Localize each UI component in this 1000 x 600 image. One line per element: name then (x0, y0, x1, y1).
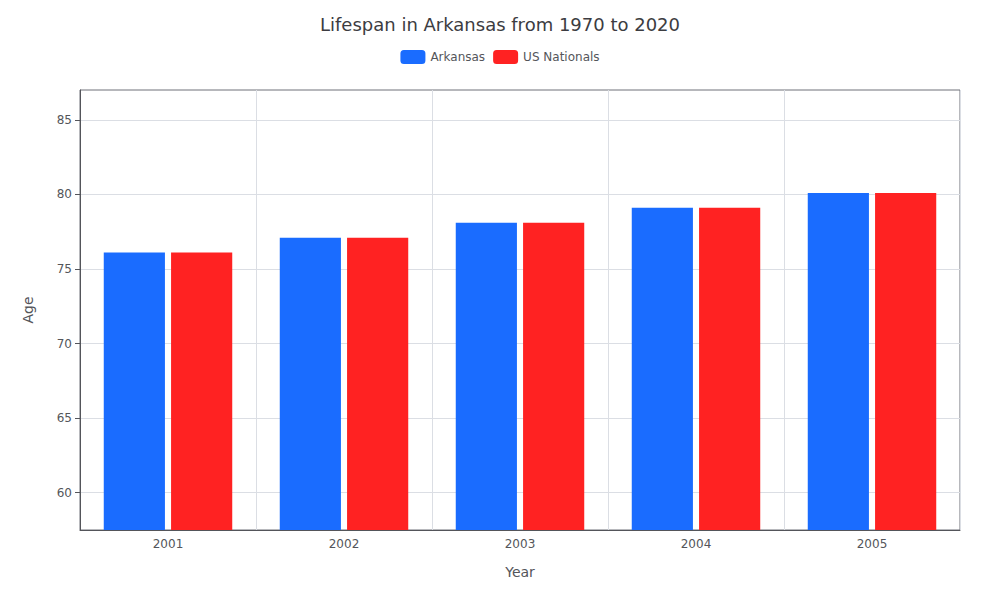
svg-text:Year: Year (504, 564, 535, 580)
svg-text:2004: 2004 (681, 537, 712, 551)
svg-text:75: 75 (57, 262, 72, 276)
svg-text:2002: 2002 (329, 537, 360, 551)
svg-text:80: 80 (57, 187, 72, 201)
svg-text:2001: 2001 (153, 537, 184, 551)
svg-text:60: 60 (57, 486, 72, 500)
svg-text:85: 85 (57, 113, 72, 127)
svg-text:65: 65 (57, 411, 72, 425)
svg-text:2005: 2005 (857, 537, 888, 551)
svg-text:Age: Age (20, 296, 36, 323)
svg-text:US Nationals: US Nationals (523, 50, 599, 64)
svg-text:Arkansas: Arkansas (430, 50, 485, 64)
svg-text:70: 70 (57, 337, 72, 351)
svg-text:Lifespan in Arkansas from 1970: Lifespan in Arkansas from 1970 to 2020 (320, 14, 680, 35)
svg-text:2003: 2003 (505, 537, 536, 551)
